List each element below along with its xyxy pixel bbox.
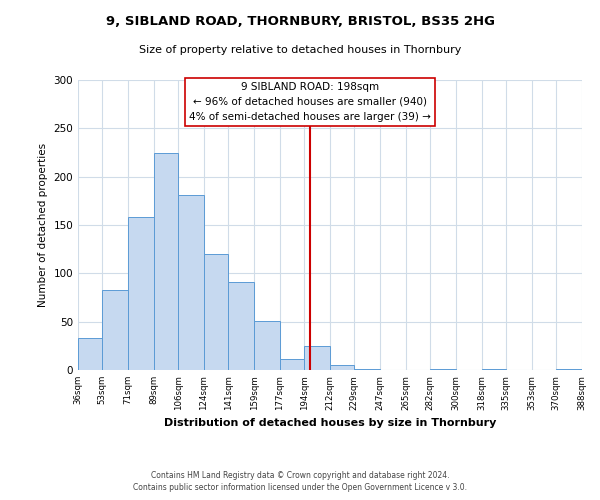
Text: Size of property relative to detached houses in Thornbury: Size of property relative to detached ho…	[139, 45, 461, 55]
Bar	[330, 365, 355, 370]
Bar	[154, 154, 178, 370]
Bar	[280, 360, 304, 370]
Bar	[229, 282, 254, 370]
Bar	[204, 254, 229, 370]
Y-axis label: Number of detached properties: Number of detached properties	[38, 143, 48, 307]
Bar	[128, 218, 154, 370]
Bar	[556, 369, 582, 370]
Bar	[103, 290, 128, 370]
Bar	[178, 195, 204, 370]
Text: Contains HM Land Registry data © Crown copyright and database right 2024.: Contains HM Land Registry data © Crown c…	[151, 471, 449, 480]
Text: 9 SIBLAND ROAD: 198sqm
← 96% of detached houses are smaller (940)
4% of semi-det: 9 SIBLAND ROAD: 198sqm ← 96% of detached…	[189, 82, 431, 122]
Text: Contains public sector information licensed under the Open Government Licence v : Contains public sector information licen…	[133, 484, 467, 492]
Bar	[304, 346, 330, 370]
Bar	[254, 320, 280, 370]
Bar	[355, 369, 380, 370]
X-axis label: Distribution of detached houses by size in Thornbury: Distribution of detached houses by size …	[164, 418, 496, 428]
Text: 9, SIBLAND ROAD, THORNBURY, BRISTOL, BS35 2HG: 9, SIBLAND ROAD, THORNBURY, BRISTOL, BS3…	[106, 15, 494, 28]
Bar	[430, 369, 456, 370]
Bar	[78, 338, 103, 370]
Bar	[482, 369, 506, 370]
